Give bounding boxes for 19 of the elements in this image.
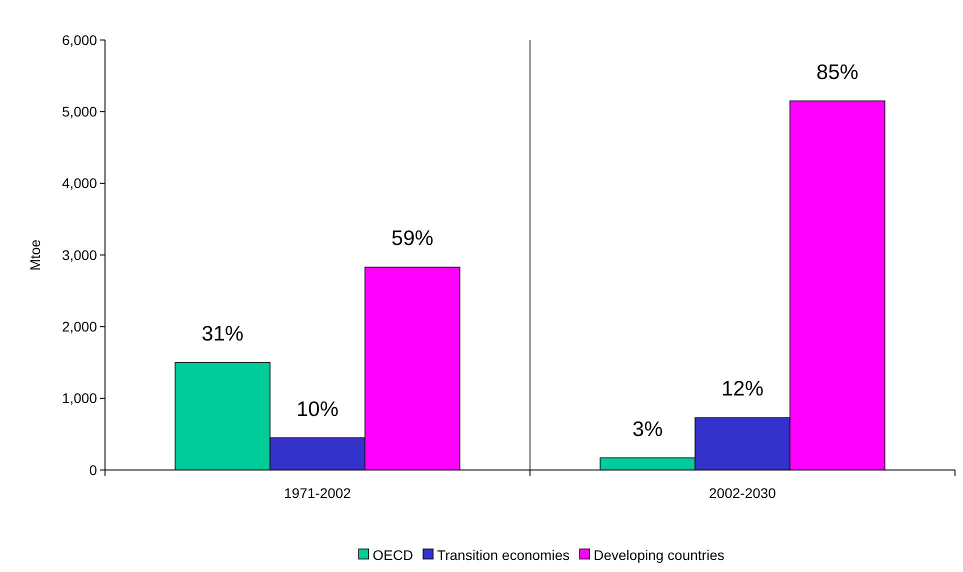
annotation: 3%	[632, 418, 663, 441]
y-tick-label: 3,000	[62, 246, 98, 263]
x-tick-label: 1971-2002	[284, 485, 352, 501]
y-tick-label: 2,000	[62, 318, 98, 335]
y-tick-label: 0	[89, 462, 98, 478]
annotation: 12%	[721, 378, 764, 401]
annotation: 85%	[816, 60, 858, 84]
annotation: 59%	[391, 227, 434, 250]
y-tick-label: 5,000	[62, 104, 98, 120]
legend-label: OECD	[372, 546, 414, 563]
x-tick-label: 2002-2030	[709, 485, 776, 501]
y-tick-label: 1,000	[62, 390, 98, 406]
y-tick-label: 4,000	[62, 175, 98, 192]
legend-label: Developing countries	[594, 546, 724, 563]
annotation: 31%	[202, 322, 244, 346]
annotation: 10%	[296, 398, 339, 421]
legend-label: Transition economies	[437, 546, 570, 563]
y-axis-title: Mtoe	[27, 239, 43, 271]
y-tick-label: 6,000	[62, 32, 98, 48]
